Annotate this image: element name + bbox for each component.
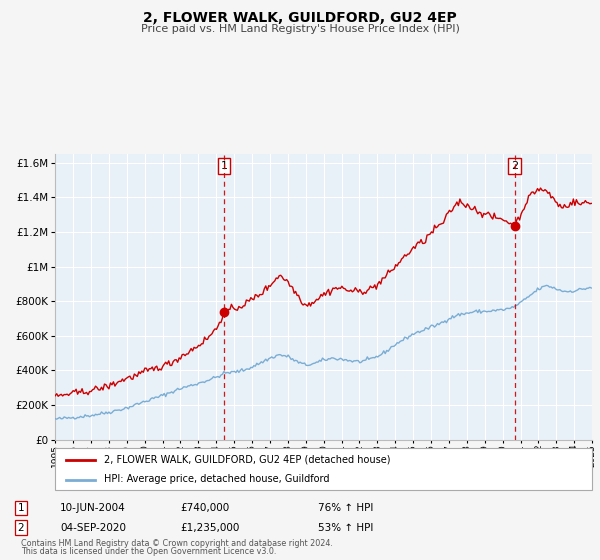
Text: Price paid vs. HM Land Registry's House Price Index (HPI): Price paid vs. HM Land Registry's House …	[140, 24, 460, 34]
Text: 04-SEP-2020: 04-SEP-2020	[60, 522, 126, 533]
Text: 76% ↑ HPI: 76% ↑ HPI	[318, 503, 373, 513]
Text: 2, FLOWER WALK, GUILDFORD, GU2 4EP: 2, FLOWER WALK, GUILDFORD, GU2 4EP	[143, 11, 457, 25]
Text: 2: 2	[511, 161, 518, 171]
Text: This data is licensed under the Open Government Licence v3.0.: This data is licensed under the Open Gov…	[21, 547, 277, 556]
FancyBboxPatch shape	[55, 448, 592, 490]
Text: Contains HM Land Registry data © Crown copyright and database right 2024.: Contains HM Land Registry data © Crown c…	[21, 539, 333, 548]
Text: £1,235,000: £1,235,000	[180, 522, 239, 533]
Text: 1: 1	[17, 503, 25, 513]
Text: 2: 2	[17, 522, 25, 533]
Text: 1: 1	[221, 161, 227, 171]
Text: £740,000: £740,000	[180, 503, 229, 513]
Text: 53% ↑ HPI: 53% ↑ HPI	[318, 522, 373, 533]
Text: 2, FLOWER WALK, GUILDFORD, GU2 4EP (detached house): 2, FLOWER WALK, GUILDFORD, GU2 4EP (deta…	[104, 455, 390, 465]
Text: HPI: Average price, detached house, Guildford: HPI: Average price, detached house, Guil…	[104, 474, 329, 484]
Text: 10-JUN-2004: 10-JUN-2004	[60, 503, 126, 513]
